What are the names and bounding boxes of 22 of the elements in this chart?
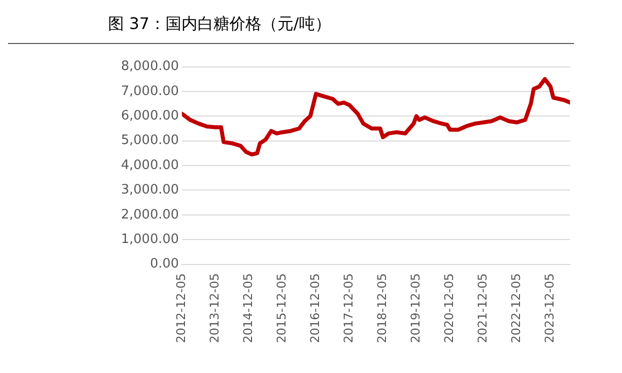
x-tick-label: 2023-12-05 xyxy=(542,273,557,344)
y-tick-label: 4,000.00 xyxy=(121,158,179,173)
y-tick-label: 7,000.00 xyxy=(121,84,179,99)
chart-title: 图 37：国内白糖价格（元/吨） xyxy=(8,8,574,44)
x-tick-label: 2012-12-05 xyxy=(174,273,188,344)
x-tick-label: 2019-12-05 xyxy=(408,273,423,344)
x-tick-label: 2013-12-05 xyxy=(208,273,222,344)
y-tick-label: 2,000.00 xyxy=(121,207,179,222)
x-tick-label: 2020-12-05 xyxy=(442,273,456,344)
x-tick-label: 2015-12-05 xyxy=(274,273,288,344)
x-tick-label: 2021-12-05 xyxy=(476,273,490,344)
y-tick-label: 8,000.00 xyxy=(121,59,179,74)
x-tick-label: 2022-12-05 xyxy=(509,273,524,344)
y-tick-label: 5,000.00 xyxy=(121,133,179,148)
y-tick-label: 6,000.00 xyxy=(121,108,179,124)
x-tick-label: 2018-12-05 xyxy=(375,273,390,344)
y-tick-label: 3,000.00 xyxy=(121,182,179,198)
x-tick-label: 2014-12-05 xyxy=(240,273,255,344)
x-tick-label: 2017-12-05 xyxy=(342,273,356,344)
x-tick-label: 2016-12-05 xyxy=(308,273,322,344)
y-tick-label: 1,000.00 xyxy=(121,232,179,247)
y-tick-label: 0.00 xyxy=(150,256,179,272)
